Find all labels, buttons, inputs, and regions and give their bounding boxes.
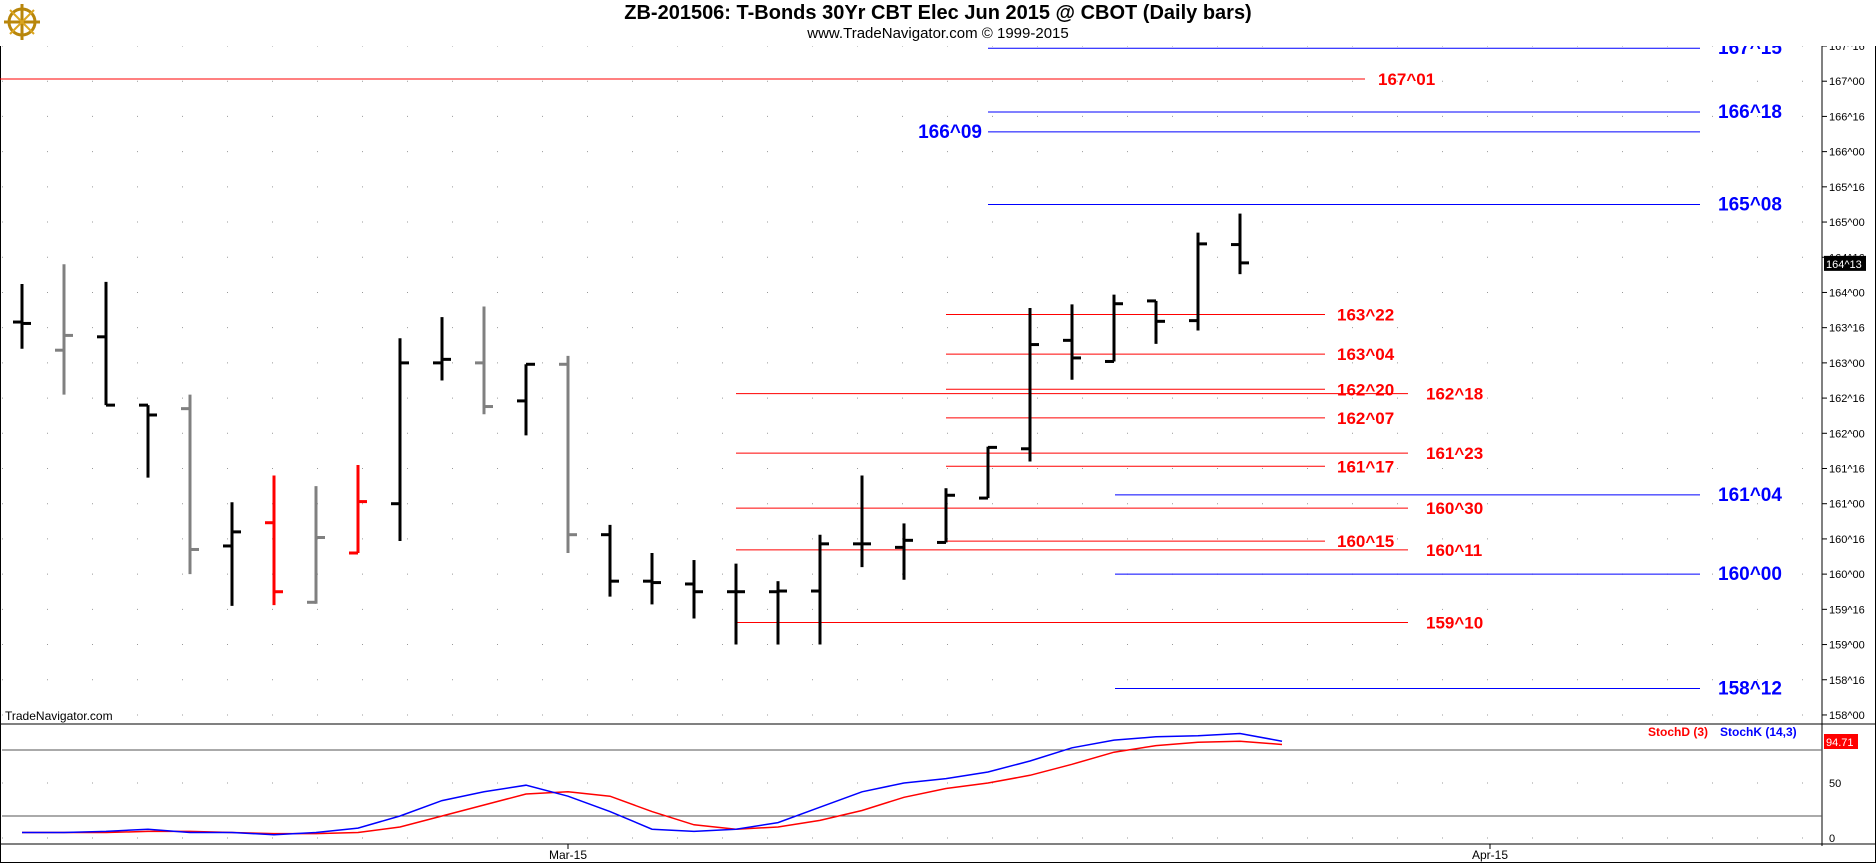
y-tick-label: 166^00 xyxy=(1829,147,1865,159)
stoch-line-0 xyxy=(22,740,1283,835)
y-tick-label: 164^00 xyxy=(1829,287,1865,299)
y-tick-label: 160^00 xyxy=(1829,569,1865,581)
y-tick-label: 163^00 xyxy=(1829,358,1865,370)
level-label: 161^04 xyxy=(1718,485,1782,506)
level-label: 162^20 xyxy=(1337,380,1394,399)
y-tick-label: 159^00 xyxy=(1829,640,1865,652)
y-tick-label: 158^16 xyxy=(1829,675,1865,687)
y-tick-label: 163^16 xyxy=(1829,323,1865,335)
stoch-legend-label: StochD (3) xyxy=(1648,725,1708,739)
last-price-box xyxy=(1824,255,1866,271)
level-label: 161^23 xyxy=(1426,444,1483,463)
level-label: 163^22 xyxy=(1337,305,1394,324)
chart-subtitle: www.TradeNavigator.com © 1999-2015 xyxy=(807,25,1069,42)
price-axis: 167^16167^00166^16166^00165^16165^00164^… xyxy=(1822,41,1866,722)
stoch-last-label: 94.71 xyxy=(1826,737,1854,749)
x-tick-label: Mar-15 xyxy=(549,848,587,862)
stoch-line-1 xyxy=(22,732,1283,836)
level-label: 158^12 xyxy=(1718,679,1782,700)
price-levels: 167^15167^01166^18166^09165^08163^22163^… xyxy=(0,38,1782,700)
stoch-tick-label: 50 xyxy=(1829,778,1841,790)
level-label: 162^07 xyxy=(1337,409,1394,428)
level-label: 166^18 xyxy=(1718,102,1782,123)
chart-title: ZB-201506: T-Bonds 30Yr CBT Elec Jun 201… xyxy=(624,2,1252,24)
level-label: 167^01 xyxy=(1378,70,1435,89)
y-tick-label: 166^16 xyxy=(1829,111,1865,123)
ohlc-bars: TradeNavigator.com xyxy=(5,213,1249,723)
y-tick-label: 158^00 xyxy=(1829,710,1865,722)
level-label: 161^17 xyxy=(1337,457,1394,476)
chart-header: ZB-201506: T-Bonds 30Yr CBT Elec Jun 201… xyxy=(0,0,1876,46)
level-label: 160^15 xyxy=(1337,532,1394,551)
y-tick-label: 165^00 xyxy=(1829,217,1865,229)
y-tick-label: 165^16 xyxy=(1829,182,1865,194)
level-label: 162^18 xyxy=(1426,385,1483,404)
stoch-tick-label: 0 xyxy=(1829,833,1835,845)
level-label: 166^09 xyxy=(918,122,982,143)
y-tick-label: 162^16 xyxy=(1829,393,1865,405)
y-tick-label: 159^16 xyxy=(1829,604,1865,616)
level-label: 160^30 xyxy=(1426,499,1483,518)
x-tick-label: Apr-15 xyxy=(1472,848,1508,862)
watermark-text: TradeNavigator.com xyxy=(5,709,113,723)
level-label: 163^04 xyxy=(1337,345,1395,364)
stoch-legend-label: StochK (14,3) xyxy=(1720,725,1797,739)
level-label: 160^11 xyxy=(1426,541,1482,560)
stoch-last-box xyxy=(1824,734,1858,749)
level-label: 160^00 xyxy=(1718,564,1782,585)
y-tick-label: 161^16 xyxy=(1829,464,1865,476)
stochastic-panel: StochD (3) StochK (14,3) 50 0 94.71 xyxy=(22,725,1858,845)
date-axis: Mar-15 Apr-15 xyxy=(549,844,1508,862)
y-tick-label: 162^00 xyxy=(1829,428,1865,440)
y-tick-label: 160^16 xyxy=(1829,534,1865,546)
level-label: 165^08 xyxy=(1718,194,1782,215)
trade-navigator-logo-icon xyxy=(4,4,40,40)
y-tick-label: 167^00 xyxy=(1829,76,1865,88)
y-tick-label: 161^00 xyxy=(1829,499,1865,511)
level-label: 159^10 xyxy=(1426,614,1483,633)
last-price-label: 164^13 xyxy=(1826,259,1862,271)
